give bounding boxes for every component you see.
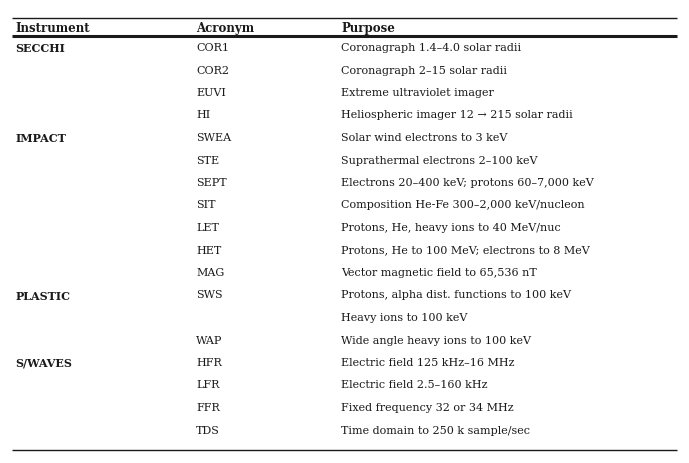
Text: Extreme ultraviolet imager: Extreme ultraviolet imager (341, 88, 494, 98)
Text: STE: STE (196, 156, 220, 165)
Text: Fixed frequency 32 or 34 MHz: Fixed frequency 32 or 34 MHz (341, 403, 514, 413)
Text: Vector magnetic field to 65,536 nT: Vector magnetic field to 65,536 nT (341, 268, 537, 278)
Text: Time domain to 250 k sample/sec: Time domain to 250 k sample/sec (341, 425, 530, 436)
Text: Heavy ions to 100 keV: Heavy ions to 100 keV (341, 313, 467, 323)
Text: COR2: COR2 (196, 65, 229, 75)
Text: SWS: SWS (196, 290, 223, 300)
Text: Coronagraph 2–15 solar radii: Coronagraph 2–15 solar radii (341, 65, 507, 75)
Text: Electrons 20–400 keV; protons 60–7,000 keV: Electrons 20–400 keV; protons 60–7,000 k… (341, 178, 594, 188)
Text: EUVI: EUVI (196, 88, 226, 98)
Text: COR1: COR1 (196, 43, 229, 53)
Text: Protons, He to 100 MeV; electrons to 8 MeV: Protons, He to 100 MeV; electrons to 8 M… (341, 245, 590, 256)
Text: HFR: HFR (196, 358, 222, 368)
Text: LET: LET (196, 223, 219, 233)
Text: LFR: LFR (196, 381, 220, 390)
Text: IMPACT: IMPACT (15, 133, 66, 144)
Text: SIT: SIT (196, 200, 216, 211)
Text: Wide angle heavy ions to 100 keV: Wide angle heavy ions to 100 keV (341, 336, 531, 345)
Text: SWEA: SWEA (196, 133, 232, 143)
Text: Suprathermal electrons 2–100 keV: Suprathermal electrons 2–100 keV (341, 156, 537, 165)
Text: PLASTIC: PLASTIC (15, 290, 70, 301)
Text: Solar wind electrons to 3 keV: Solar wind electrons to 3 keV (341, 133, 507, 143)
Text: MAG: MAG (196, 268, 225, 278)
Text: HET: HET (196, 245, 222, 256)
Text: HI: HI (196, 111, 211, 120)
Text: Heliospheric imager 12 → 215 solar radii: Heliospheric imager 12 → 215 solar radii (341, 111, 573, 120)
Text: Purpose: Purpose (341, 22, 395, 35)
Text: TDS: TDS (196, 425, 220, 436)
Text: FFR: FFR (196, 403, 220, 413)
Text: Protons, alpha dist. functions to 100 keV: Protons, alpha dist. functions to 100 ke… (341, 290, 571, 300)
Text: WAP: WAP (196, 336, 223, 345)
Text: Instrument: Instrument (15, 22, 90, 35)
Text: Protons, He, heavy ions to 40 MeV/nuc: Protons, He, heavy ions to 40 MeV/nuc (341, 223, 561, 233)
Text: SEPT: SEPT (196, 178, 227, 188)
Text: Composition He-Fe 300–2,000 keV/nucleon: Composition He-Fe 300–2,000 keV/nucleon (341, 200, 585, 211)
Text: Electric field 2.5–160 kHz: Electric field 2.5–160 kHz (341, 381, 488, 390)
Text: SECCHI: SECCHI (15, 43, 65, 54)
Text: Electric field 125 kHz–16 MHz: Electric field 125 kHz–16 MHz (341, 358, 515, 368)
Text: S/WAVES: S/WAVES (15, 358, 72, 369)
Text: Acronym: Acronym (196, 22, 254, 35)
Text: Coronagraph 1.4–4.0 solar radii: Coronagraph 1.4–4.0 solar radii (341, 43, 521, 53)
